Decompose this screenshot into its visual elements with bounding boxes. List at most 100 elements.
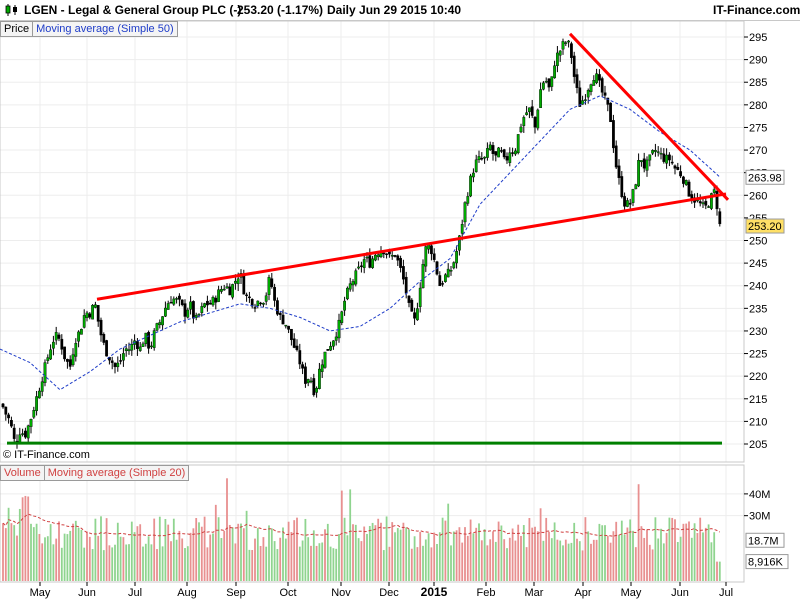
- volume-ma-line: [2, 513, 721, 537]
- volume-bar: [170, 541, 172, 581]
- candle-body: [575, 74, 579, 88]
- candle-body: [441, 283, 444, 285]
- volume-bar: [480, 540, 483, 581]
- candle-body: [82, 315, 86, 328]
- volume-bar: [506, 548, 508, 581]
- candle-body: [320, 364, 324, 372]
- volume-bar: [503, 539, 506, 581]
- volume-bar: [276, 549, 279, 581]
- volume-bar: [108, 545, 111, 581]
- volume-bar: [259, 546, 262, 581]
- candle-body: [38, 390, 41, 399]
- candle-body: [197, 313, 201, 316]
- volume-bar: [200, 526, 203, 581]
- x-tick-label: May: [621, 587, 642, 599]
- volume-bar: [332, 548, 335, 581]
- volume-bar: [72, 523, 74, 581]
- volume-bar: [91, 549, 94, 581]
- volume-bar: [7, 507, 10, 581]
- volume-bar: [494, 541, 497, 581]
- volume-bar: [710, 542, 713, 581]
- volume-bar: [648, 544, 651, 581]
- candle-body: [191, 301, 195, 319]
- candle-body: [514, 150, 517, 155]
- volume-bar: [254, 538, 256, 581]
- candle-body: [525, 112, 529, 115]
- volume-bar: [94, 518, 97, 581]
- volume-bar: [612, 531, 615, 581]
- candle-body: [455, 251, 458, 264]
- candle-body: [144, 332, 148, 344]
- volume-bar: [587, 531, 590, 581]
- candle-body: [172, 298, 176, 305]
- candle-body: [665, 154, 669, 164]
- candle-body: [225, 286, 229, 289]
- candle-body: [522, 117, 526, 126]
- volume-bar: [634, 547, 637, 581]
- candle-body: [399, 258, 402, 268]
- volume-bar: [455, 530, 458, 581]
- legend-volume-ma[interactable]: Moving average (Simple 20): [47, 467, 186, 479]
- volume-ma-box: [745, 532, 785, 548]
- volume-bar: [402, 522, 405, 581]
- candle-body: [292, 338, 296, 348]
- volume-bar: [352, 524, 354, 581]
- legend-ma[interactable]: Moving average (Simple 50): [36, 23, 174, 35]
- volume-bar: [41, 543, 44, 581]
- candle-body: [396, 255, 400, 261]
- legend-volume[interactable]: Volume: [1, 466, 45, 480]
- candle-body: [54, 332, 58, 341]
- volume-bar: [178, 530, 181, 581]
- volume-bar: [80, 529, 83, 581]
- volume-bar: [679, 536, 682, 581]
- ma-price-label: 263.98: [748, 172, 782, 184]
- candle-body: [620, 176, 624, 198]
- candle-body: [85, 312, 89, 319]
- volume-bar: [461, 542, 464, 581]
- volume-bar: [615, 521, 618, 581]
- volume-bar: [497, 521, 500, 581]
- candle-body: [483, 156, 486, 159]
- candle-body: [9, 420, 13, 427]
- volume-bar: [228, 524, 231, 581]
- symbol-icon: [4, 3, 20, 20]
- candle-body: [52, 341, 55, 349]
- volume-bar: [668, 517, 671, 581]
- candle-body: [438, 275, 442, 287]
- volume-bar: [315, 545, 318, 581]
- volume-bar: [2, 523, 4, 581]
- volume-bar: [690, 537, 693, 581]
- volume-bar: [282, 527, 284, 581]
- candle-body: [558, 50, 562, 56]
- volume-bar: [475, 527, 478, 581]
- candle-body: [561, 41, 565, 50]
- candle-body: [161, 316, 164, 326]
- price-legend[interactable]: Price Moving average (Simple 50): [0, 21, 178, 37]
- volume-bar: [74, 520, 77, 581]
- candle-body: [138, 346, 142, 351]
- volume-bar: [27, 496, 30, 581]
- volume-bar: [133, 532, 136, 581]
- legend-price[interactable]: Price: [1, 22, 34, 36]
- candle-body: [469, 175, 472, 197]
- volume-bar: [287, 521, 290, 581]
- y-tick-label: 270: [749, 145, 767, 157]
- candle-body: [626, 200, 629, 207]
- grid: [0, 21, 744, 582]
- volume-bar: [186, 546, 189, 581]
- candle-body: [155, 323, 159, 331]
- volume-bar: [105, 518, 108, 581]
- volume-bar: [30, 523, 32, 581]
- candle-body: [24, 430, 27, 438]
- candle-body: [698, 201, 702, 204]
- volume-bar: [296, 517, 298, 581]
- volume-bar: [139, 524, 142, 581]
- candle-body: [444, 274, 447, 282]
- volume-bar: [340, 490, 343, 581]
- volume-legend[interactable]: Volume Moving average (Simple 20): [0, 465, 190, 481]
- candle-body: [612, 120, 615, 149]
- volume-bar: [77, 527, 80, 581]
- volume-bar: [245, 510, 248, 581]
- candle-body: [1, 403, 5, 408]
